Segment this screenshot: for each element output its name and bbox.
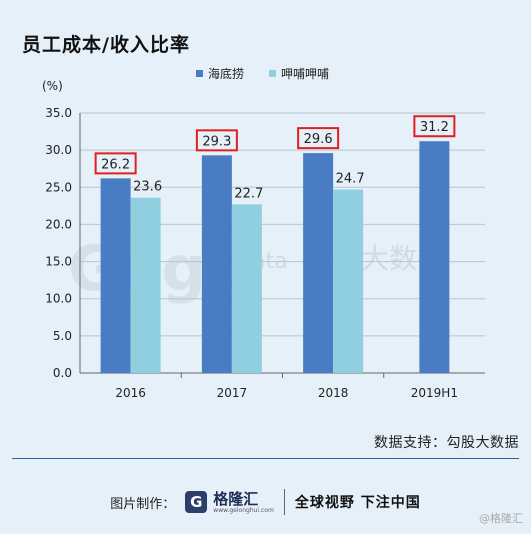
legend-swatch <box>269 70 276 77</box>
y-tick-label: 15.0 <box>45 255 72 269</box>
logo-text: 格隆汇 www.gelonghui.com <box>213 491 274 514</box>
logo-name: 格隆汇 <box>213 489 259 508</box>
y-axis-unit: (%) <box>42 79 63 93</box>
bar-series2 <box>231 204 262 373</box>
y-tick-label: 30.0 <box>45 143 72 157</box>
legend-swatch <box>196 70 203 77</box>
footer-divider <box>12 458 519 459</box>
bar-series2 <box>333 189 364 373</box>
bar-value-label: 24.7 <box>336 172 365 187</box>
chart-title: 员工成本/收入比率 <box>22 34 190 56</box>
x-tick-label: 2018 <box>318 386 349 400</box>
y-tick-label: 20.0 <box>45 217 72 231</box>
bar-series1 <box>100 178 131 373</box>
gelonghui-logo-icon: G <box>185 491 208 513</box>
x-tick-label: 2017 <box>217 386 248 400</box>
x-tick-label: 2016 <box>115 386 146 400</box>
value-highlight-box <box>94 152 137 175</box>
legend-label: 呷哺呷哺 <box>281 67 329 81</box>
legend-label: 海底捞 <box>208 66 244 81</box>
y-tick-label: 0.0 <box>53 366 72 380</box>
x-tick-label: 2019H1 <box>411 386 458 400</box>
slogan: 全球视野 下注中国 <box>294 495 421 511</box>
bar-chart: Gogudata勾股大数据(%)0.05.010.015.020.025.030… <box>42 66 485 400</box>
data-source-note: 数据支持：勾股大数据 <box>374 435 519 451</box>
bar-value-label: 31.2 <box>420 120 449 135</box>
bar-value-label: 22.7 <box>234 186 263 201</box>
bar-value-label: 29.3 <box>202 134 231 149</box>
logo-url: www.gelonghui.com <box>213 506 274 514</box>
credit-label: 图片制作： <box>110 496 176 512</box>
bar-value-label: 23.6 <box>133 180 162 195</box>
footer-separator <box>283 489 285 515</box>
footer: 图片制作： G 格隆汇 www.gelonghui.com 全球视野 下注中国 <box>0 484 531 520</box>
value-highlight-box <box>413 115 456 138</box>
bar-series1 <box>419 141 450 373</box>
y-tick-label: 25.0 <box>45 180 72 194</box>
y-tick-label: 35.0 <box>45 106 72 120</box>
bar-series1 <box>201 155 232 373</box>
bar-series1 <box>303 153 334 373</box>
value-highlight-box <box>297 127 340 150</box>
corner-watermark: @格隆汇 <box>479 512 523 525</box>
bar-series2 <box>130 197 161 373</box>
value-highlight-box <box>195 129 238 152</box>
bar-value-label: 26.2 <box>101 157 130 172</box>
y-tick-label: 5.0 <box>53 329 72 343</box>
y-tick-label: 10.0 <box>45 292 72 306</box>
bar-value-label: 29.6 <box>304 132 333 147</box>
